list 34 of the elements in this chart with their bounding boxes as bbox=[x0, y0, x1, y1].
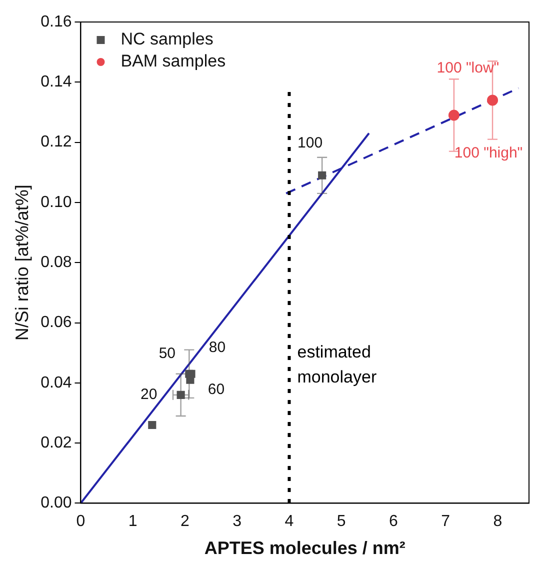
x-tick-label: 6 bbox=[389, 513, 398, 530]
point bbox=[148, 420, 156, 430]
x-tick-label: 4 bbox=[284, 513, 294, 530]
x-tick-label: 3 bbox=[232, 513, 242, 530]
y-axis-title: N/Si ratio [at%/at%] bbox=[12, 184, 32, 341]
legend-label: NC samples bbox=[120, 30, 214, 49]
y-tick-label: 0.06 bbox=[40, 314, 72, 332]
x-tick-label: 2 bbox=[180, 513, 190, 530]
point bbox=[318, 171, 326, 180]
y-tick-label: 0.08 bbox=[40, 254, 72, 272]
annotation: 80 bbox=[208, 339, 226, 356]
x-tick-label: 0 bbox=[76, 513, 86, 530]
x-tick-label: 7 bbox=[441, 513, 450, 530]
x-tick-label: 8 bbox=[493, 513, 502, 530]
y-tick-label: 0.16 bbox=[40, 13, 72, 30]
legend-label: BAM samples bbox=[120, 52, 226, 71]
y-tick-label: 0.02 bbox=[40, 434, 72, 452]
x-axis-title: APTES molecules / nm² bbox=[204, 538, 406, 558]
x-tick-label: 1 bbox=[128, 513, 138, 530]
annotation: 60 bbox=[208, 381, 225, 398]
annotation: 100 bbox=[298, 134, 323, 152]
annotation: 20 bbox=[140, 386, 158, 404]
annotation: 100 "low" bbox=[436, 59, 500, 76]
x-tick-label: 5 bbox=[336, 513, 346, 530]
point bbox=[487, 94, 498, 106]
y-tick-label: 0.00 bbox=[40, 494, 72, 512]
annotation: 50 bbox=[158, 345, 176, 362]
y-tick-label: 0.14 bbox=[40, 74, 72, 91]
y-tick-label: 0.10 bbox=[40, 194, 72, 211]
ref-line-label: estimated monolayer bbox=[297, 342, 377, 387]
annotation: 100 "high" bbox=[454, 144, 523, 162]
y-tick-label: 0.04 bbox=[40, 374, 72, 392]
point bbox=[448, 110, 460, 121]
y-tick-label: 0.12 bbox=[40, 134, 72, 151]
